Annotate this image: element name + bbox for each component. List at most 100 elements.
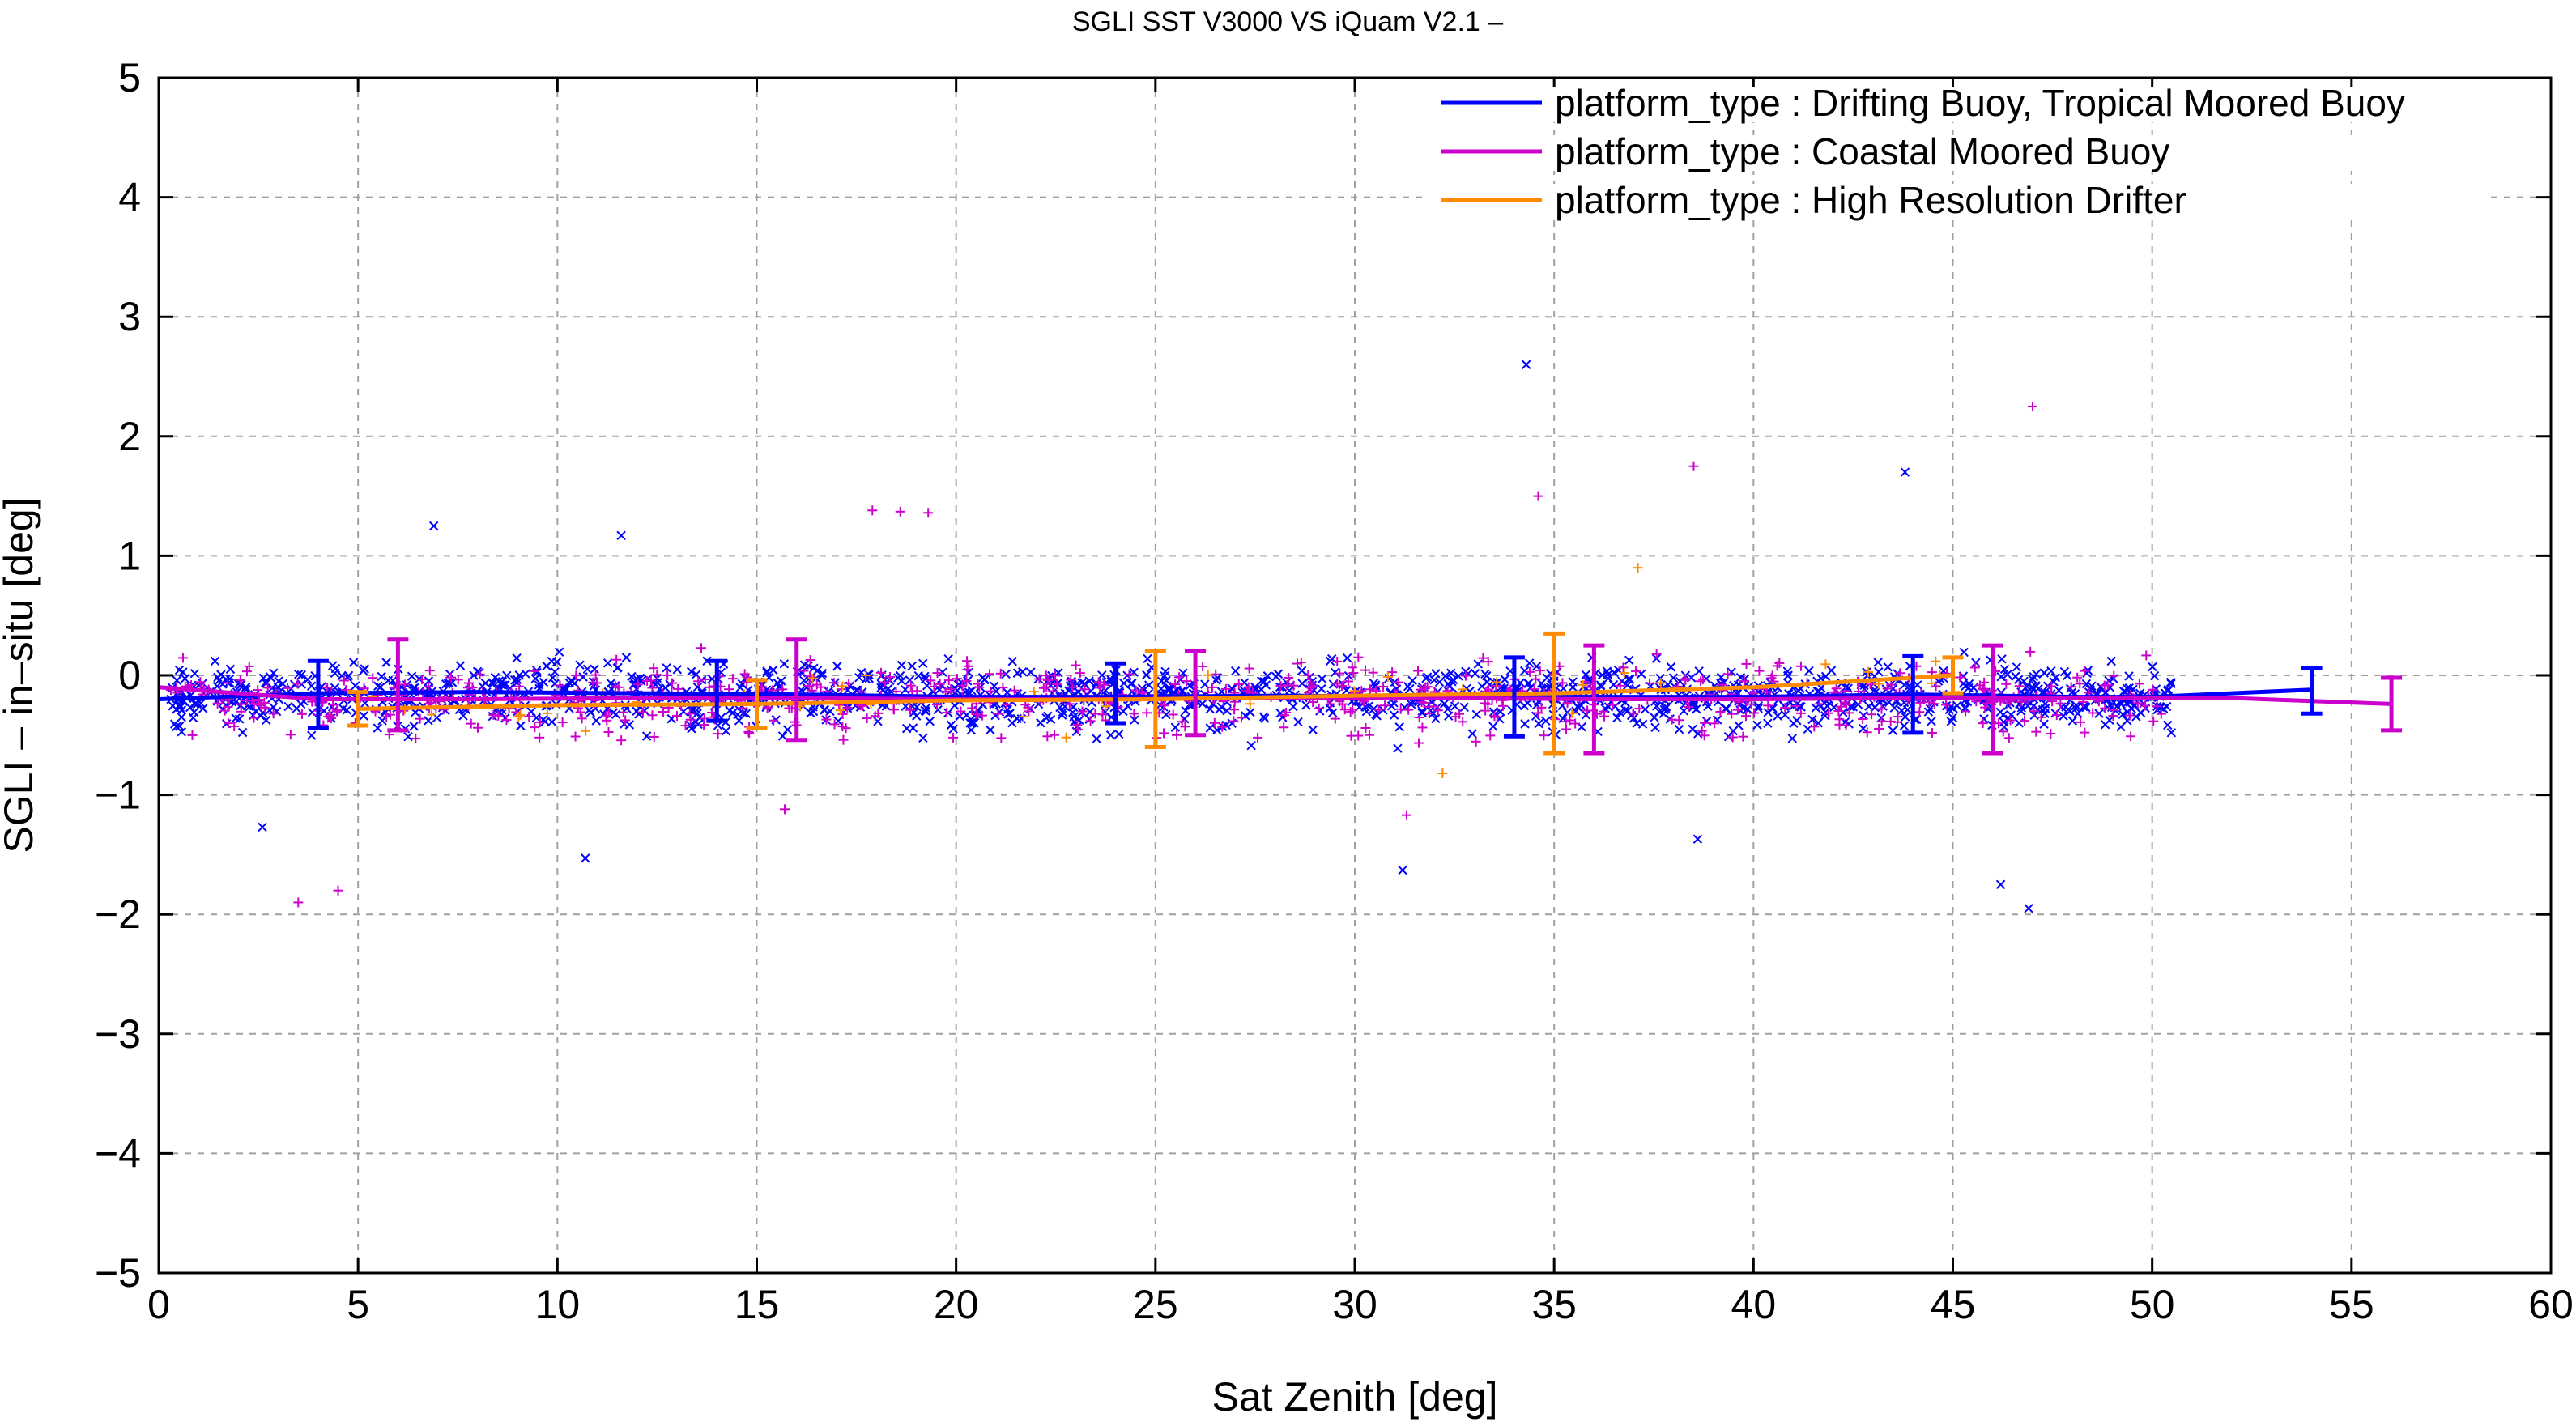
scatter-point (368, 673, 377, 683)
scatter-point (2107, 658, 2115, 666)
scatter-point (590, 665, 598, 673)
scatter-point (919, 734, 927, 742)
scatter-point (2025, 905, 2033, 913)
scatter-point (1884, 663, 1892, 671)
scatter-point (1796, 662, 1806, 671)
scatter-point (547, 658, 556, 666)
scatter-point (179, 668, 187, 676)
scatter-point (1874, 658, 1882, 666)
scatter-point (1680, 707, 1688, 715)
scatter-point (286, 730, 296, 739)
scatter-point (1675, 726, 1684, 734)
scatter-point (1618, 677, 1626, 685)
scatter-point (1247, 742, 1255, 750)
scatter-point (1171, 723, 1179, 731)
scatter-point (1092, 734, 1101, 743)
scatter-point (897, 662, 905, 670)
scatter-point (1998, 655, 2006, 663)
scatter-point (956, 712, 964, 720)
scatter-point (1128, 679, 1136, 687)
scatter-point (581, 854, 590, 862)
scatter-point (2051, 709, 2059, 717)
scatter-point (1216, 705, 1224, 713)
scatter-point (673, 666, 681, 674)
scatter-point (1143, 654, 1152, 662)
scatter-point (667, 679, 677, 688)
scatter-point (592, 717, 600, 725)
scatter-point (1318, 675, 1326, 683)
scatter-point (410, 722, 418, 730)
scatter-point (604, 659, 612, 667)
scatter-point (1858, 714, 1867, 724)
scatter-point (1667, 663, 1675, 671)
scatter-point (779, 732, 787, 740)
scatter-point (944, 675, 954, 685)
scatter-point (1159, 728, 1169, 738)
scatter-point (1522, 360, 1531, 368)
scatter-point (1314, 704, 1324, 713)
scatter-point (1764, 719, 1772, 727)
scatter-point (2032, 670, 2040, 678)
scatter-point (1735, 722, 1743, 730)
scatter-point (662, 664, 671, 672)
scatter-point (1773, 712, 1782, 720)
scatter-point (1953, 701, 1961, 709)
scatter-point (1128, 687, 1136, 696)
scatter-point (190, 670, 198, 678)
scatter-point (1075, 668, 1085, 678)
scatter-point (373, 724, 381, 732)
scatter-point (833, 662, 841, 670)
scatter-point (284, 702, 292, 710)
scatter-point (2059, 712, 2067, 720)
scatter-point (735, 717, 743, 725)
scatter-point (1471, 737, 1481, 747)
scatter-point (1119, 707, 1127, 715)
scatter-point (944, 655, 952, 663)
scatter-point (2012, 663, 2020, 671)
scatter-point (1651, 723, 1659, 731)
scatter-point (962, 656, 972, 666)
scatter-point (1960, 648, 1968, 656)
scatter-point (1432, 670, 1440, 678)
scatter-point (1788, 734, 1796, 743)
scatter-point (903, 725, 911, 733)
scatter-point (1753, 721, 1761, 729)
scatter-point (211, 657, 219, 665)
scatter-point (360, 712, 368, 720)
scatter-point (2012, 672, 2020, 680)
scatter-point (382, 658, 390, 666)
scatter-point (1489, 722, 1497, 730)
scatter-point (2076, 717, 2085, 727)
scatter-point (1703, 717, 1711, 726)
scatter-point (1972, 658, 1980, 666)
scatter-point (913, 712, 921, 720)
scatter-point (1120, 679, 1128, 687)
scatter-point (430, 522, 438, 530)
scatter-point (1900, 722, 1908, 730)
scatter-point (617, 531, 625, 539)
scatter-point (2054, 687, 2063, 695)
scatter-point (1693, 835, 1701, 843)
scatter-point (1582, 711, 1590, 719)
scatter-point (239, 728, 247, 736)
scatter-point (378, 717, 386, 725)
scatter-point (696, 713, 704, 722)
scatter-point (513, 654, 521, 662)
scatter-point (548, 717, 556, 726)
scatter-point (1037, 719, 1045, 727)
scatter-point (517, 722, 525, 730)
scatter-point (1865, 702, 1873, 710)
scatter-point (1246, 709, 1254, 717)
scatter-point (604, 727, 614, 737)
scatter-point (404, 733, 412, 741)
scatter-point (905, 676, 913, 684)
scatter-point (583, 665, 591, 673)
scatter-point (1888, 726, 1897, 734)
scatter-point (481, 679, 489, 687)
scatter-point (923, 682, 931, 690)
scatter-point (1542, 717, 1550, 725)
scatter-point (1309, 726, 1317, 734)
scatter-point (1521, 666, 1529, 675)
